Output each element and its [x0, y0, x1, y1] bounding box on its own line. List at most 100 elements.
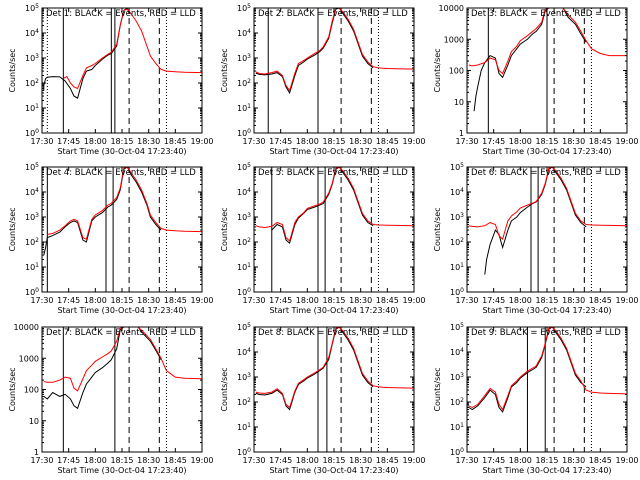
x-axis-label: Start Time (30-Oct-04 17:23:40): [57, 147, 186, 156]
y-tick-label: 103: [237, 212, 251, 222]
x-tick-label: 17:45: [57, 296, 80, 305]
x-tick-label: 18:30: [562, 456, 585, 465]
y-tick-label: 10000: [14, 323, 39, 332]
y-tick-label: 103: [237, 372, 251, 382]
events-series-line: [43, 167, 162, 256]
detector-panel-9: Det 9: BLACK = Events, RED = LLD 100 101 10…: [433, 322, 639, 475]
y-axis-label: Counts/sec: [8, 207, 17, 251]
x-tick-label: 19:00: [190, 137, 213, 146]
panel-title: Det 1: BLACK = Events, RED = LLD: [46, 9, 196, 19]
y-tick-label: 102: [237, 78, 251, 88]
lld-series-line: [255, 167, 414, 242]
x-tick-label: 17:45: [57, 137, 80, 146]
x-tick-label: 17:30: [242, 456, 265, 465]
y-axis-label: Counts/sec: [433, 367, 442, 411]
x-tick-label: 17:45: [57, 456, 80, 465]
detector-panel-4: Det 4: BLACK = Events, RED = LLD 100 101 10…: [8, 162, 214, 315]
y-tick-label: 101: [237, 103, 251, 113]
x-tick-label: 18:30: [349, 296, 372, 305]
plot-frame: [466, 166, 628, 293]
x-tick-label: 17:30: [242, 137, 265, 146]
plot-frame: [253, 166, 415, 293]
x-tick-label: 17:45: [269, 456, 292, 465]
y-tick-label: 101: [25, 103, 39, 113]
y-tick-label: 102: [237, 237, 251, 247]
y-tick-label: 101: [450, 262, 464, 272]
x-tick-label: 19:00: [615, 137, 638, 146]
y-tick-label: 103: [450, 372, 464, 382]
panel-title: Det 5: BLACK = Events, RED = LLD: [258, 168, 408, 178]
x-tick-label: 17:30: [455, 296, 478, 305]
lld-series-line: [468, 327, 627, 411]
events-series-line: [255, 8, 374, 95]
y-tick-label: 104: [450, 347, 464, 357]
detector-panel-6: Det 6: BLACK = Events, RED = LLD 100 101 10…: [433, 162, 639, 315]
y-tick-label: 100: [25, 287, 39, 297]
x-tick-label: 17:45: [482, 296, 505, 305]
plot-frame: [41, 326, 203, 453]
x-tick-label: 19:00: [402, 296, 425, 305]
y-tick-label: 103: [25, 212, 39, 222]
y-tick-label: 105: [237, 322, 251, 332]
y-tick-label: 1: [459, 129, 464, 138]
x-tick-label: 19:00: [615, 296, 638, 305]
y-tick-label: 1: [34, 448, 39, 457]
x-tick-label: 18:00: [296, 137, 319, 146]
x-axis-label: Start Time (30-Oct-04 17:23:40): [57, 306, 186, 315]
x-tick-label: 17:45: [482, 137, 505, 146]
y-tick-label: 102: [25, 237, 39, 247]
lld-series-line: [255, 327, 414, 409]
x-tick-label: 18:00: [509, 137, 532, 146]
events-series-line: [271, 167, 374, 244]
x-axis-label: Start Time (30-Oct-04 17:23:40): [269, 466, 398, 475]
y-tick-label: 101: [450, 422, 464, 432]
x-tick-label: 18:45: [376, 456, 399, 465]
x-tick-label: 18:30: [349, 456, 372, 465]
y-axis-label: Counts/sec: [433, 207, 442, 251]
x-tick-label: 18:45: [164, 456, 187, 465]
y-tick-label: 104: [237, 28, 251, 38]
y-tick-label: 103: [25, 53, 39, 63]
x-axis-label: Start Time (30-Oct-04 17:23:40): [482, 466, 611, 475]
y-tick-label: 10: [454, 98, 464, 107]
x-tick-label: 19:00: [615, 456, 638, 465]
x-tick-label: 18:30: [562, 137, 585, 146]
x-tick-label: 17:45: [482, 456, 505, 465]
y-tick-label: 104: [25, 28, 39, 38]
y-tick-label: 105: [25, 3, 39, 13]
x-tick-label: 18:15: [535, 456, 558, 465]
plot-frame: [41, 7, 203, 134]
x-tick-label: 18:00: [84, 296, 107, 305]
y-tick-label: 104: [25, 187, 39, 197]
detector-panel-2: Det 2: BLACK = Events, RED = LLD 100 101 10…: [220, 3, 426, 156]
x-tick-label: 18:45: [164, 296, 187, 305]
x-tick-label: 18:15: [110, 456, 133, 465]
y-tick-label: 101: [237, 262, 251, 272]
plot-frame: [253, 7, 415, 134]
panel-title: Det 8: BLACK = Events, RED = LLD: [258, 328, 408, 338]
x-tick-label: 17:30: [242, 296, 265, 305]
x-axis-label: Start Time (30-Oct-04 17:23:40): [269, 306, 398, 315]
x-tick-label: 18:45: [164, 137, 187, 146]
x-tick-label: 18:30: [137, 137, 160, 146]
detector-panel-1: Det 1: BLACK = Events, RED = LLD 100 101 10…: [8, 3, 214, 156]
panel-title: Det 4: BLACK = Events, RED = LLD: [46, 168, 196, 178]
y-axis-label: Counts/sec: [433, 48, 442, 92]
plot-frame: [41, 166, 203, 293]
y-tick-label: 104: [237, 187, 251, 197]
x-tick-label: 18:15: [110, 296, 133, 305]
y-tick-label: 1000: [19, 354, 39, 363]
x-tick-label: 18:45: [589, 296, 612, 305]
y-tick-label: 105: [237, 162, 251, 172]
panel-title: Det 9: BLACK = Events, RED = LLD: [471, 328, 621, 338]
lld-series-line: [255, 8, 414, 92]
panel-title: Det 6: BLACK = Events, RED = LLD: [471, 168, 621, 178]
x-tick-label: 18:15: [322, 456, 345, 465]
y-tick-label: 100: [449, 67, 464, 76]
lld-series-line: [468, 167, 627, 241]
y-tick-label: 105: [450, 162, 464, 172]
y-tick-label: 100: [24, 386, 39, 395]
y-tick-label: 100: [450, 447, 464, 457]
y-axis-label: Counts/sec: [220, 367, 229, 411]
